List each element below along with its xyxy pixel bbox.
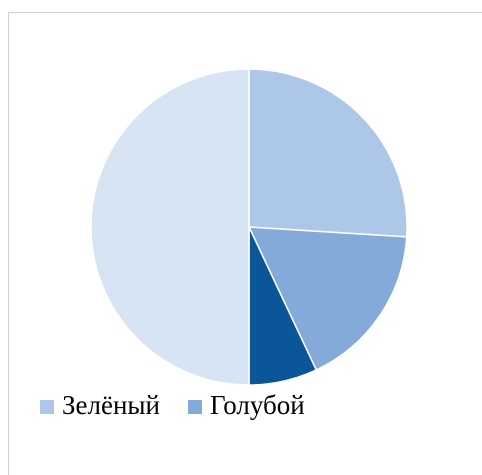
legend-swatch — [40, 400, 54, 414]
pie-slice — [248, 68, 408, 238]
legend-label: Голубой — [210, 390, 305, 420]
legend-label: Зелёный — [62, 390, 160, 420]
legend-swatch — [188, 400, 203, 414]
chart-frame — [8, 12, 482, 475]
pie-slice — [247, 226, 408, 371]
pie-slice — [90, 68, 250, 386]
